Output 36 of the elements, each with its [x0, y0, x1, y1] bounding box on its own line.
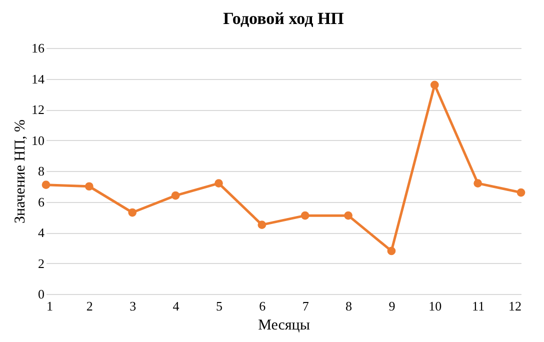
y-tick-label: 12	[32, 102, 44, 117]
point	[300, 211, 310, 220]
point	[85, 182, 94, 191]
x-tick-label: 3	[130, 298, 136, 314]
point	[42, 180, 50, 190]
y-tick-label: 6	[38, 194, 45, 210]
point	[128, 208, 137, 217]
x-tick-label: 1	[46, 298, 53, 314]
x-tick-label: 8	[346, 298, 352, 314]
y-tick-label: 2	[38, 256, 44, 271]
y-tick-label: 16	[32, 40, 45, 56]
point	[171, 191, 180, 200]
x-tick-label: 5	[216, 298, 222, 314]
x-tick-label: 11	[472, 298, 485, 314]
point	[387, 246, 396, 256]
y-tick-label: 8	[38, 164, 44, 178]
point	[474, 179, 482, 188]
x-axis-title: Месяцы	[258, 318, 310, 334]
x-tick-label: 6	[259, 298, 266, 314]
x-tick-label: 10	[428, 298, 442, 314]
point	[258, 220, 266, 229]
x-tick-label: 4	[172, 298, 180, 314]
point	[344, 211, 352, 220]
y-tick-label: 4	[38, 225, 45, 240]
y-tick-label: 14	[32, 71, 45, 86]
y-tick-label: 10	[32, 132, 44, 148]
x-tick-label: 7	[302, 298, 310, 314]
chart-title: Годовой ход НП	[223, 9, 344, 28]
x-tick-label: 2	[86, 298, 93, 314]
point	[516, 188, 526, 197]
x-tick-label: 12	[508, 298, 522, 314]
x-tick-label: 9	[388, 298, 396, 314]
point	[214, 179, 223, 188]
y-axis-title: Значение НП, %	[12, 120, 28, 224]
y-tick-label: 0	[38, 286, 44, 302]
point	[430, 80, 439, 90]
